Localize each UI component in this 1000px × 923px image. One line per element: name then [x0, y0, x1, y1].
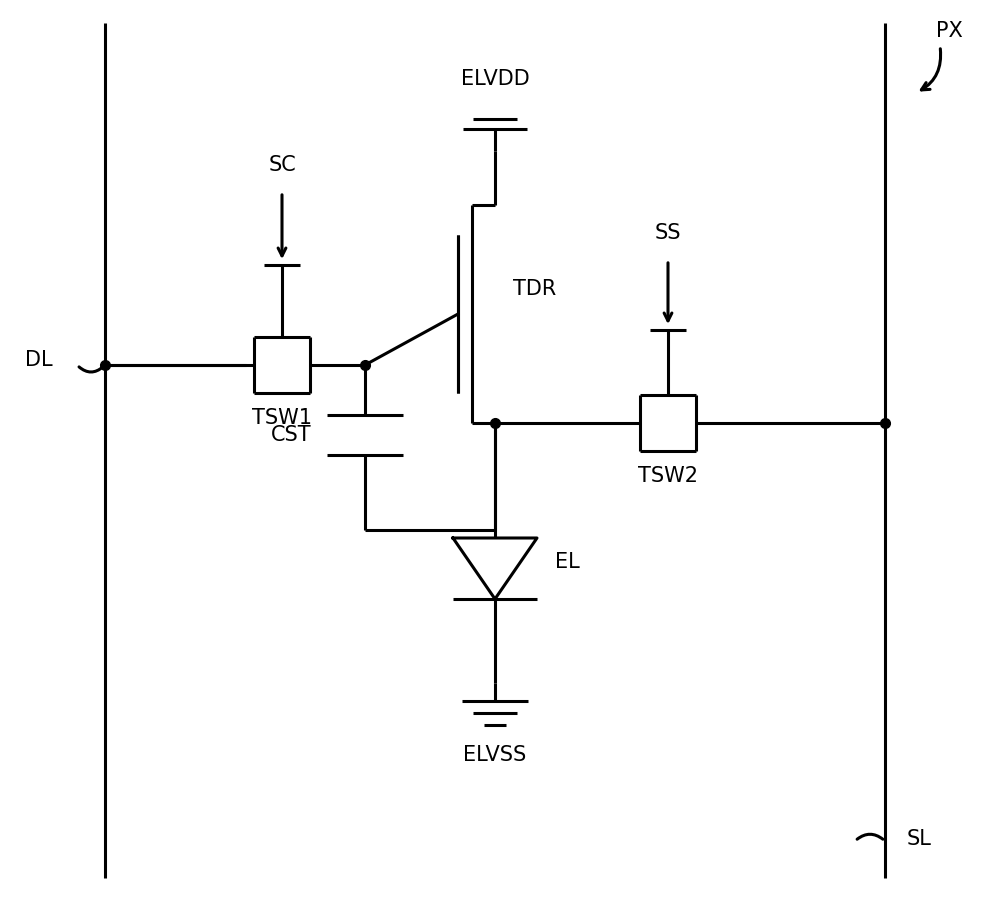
Text: SS: SS	[655, 223, 681, 243]
Text: TSW1: TSW1	[252, 408, 312, 428]
Text: SC: SC	[268, 155, 296, 175]
Text: ELVSS: ELVSS	[463, 745, 527, 765]
Text: SL: SL	[907, 829, 932, 849]
Text: PX: PX	[936, 21, 963, 41]
Text: DL: DL	[25, 350, 53, 370]
Text: EL: EL	[555, 552, 580, 571]
Text: TDR: TDR	[513, 279, 556, 299]
Text: CST: CST	[271, 425, 312, 445]
Text: TSW2: TSW2	[638, 466, 698, 486]
Text: ELVDD: ELVDD	[461, 69, 529, 89]
Polygon shape	[453, 538, 537, 599]
